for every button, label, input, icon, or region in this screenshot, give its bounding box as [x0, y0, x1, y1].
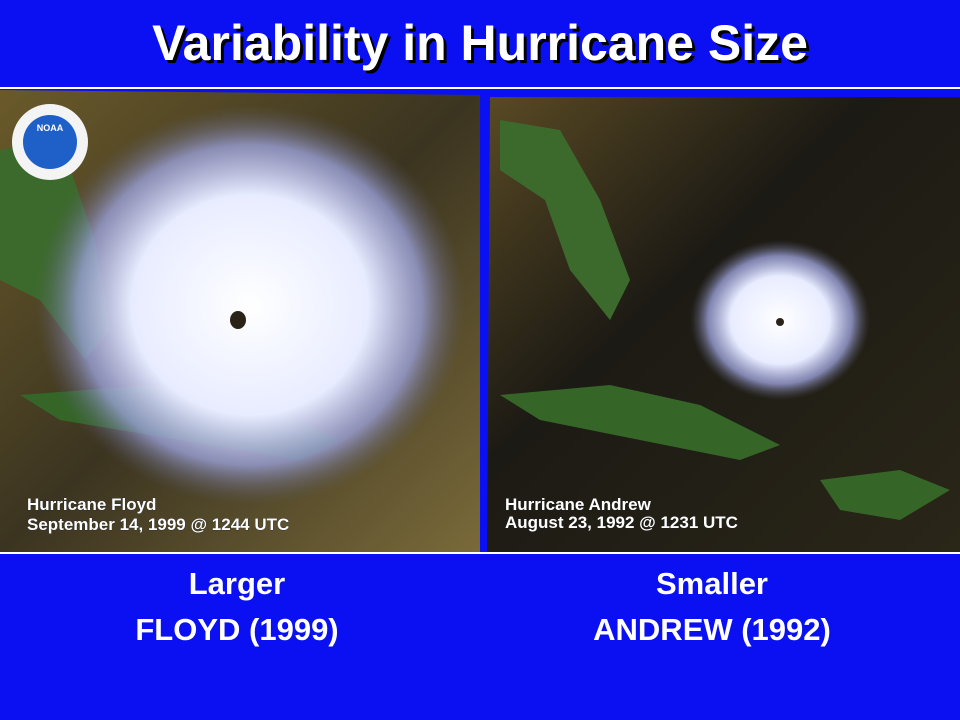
- image-caption: Hurricane Floyd: [27, 495, 156, 514]
- image-caption: August 23, 1992 @ 1231 UTC: [505, 513, 738, 532]
- panel-label: FLOYD (1999): [135, 612, 338, 647]
- panel-label: Larger: [189, 566, 285, 601]
- floyd-image: NOAA Hurricane Floyd September 14, 1999 …: [0, 90, 480, 552]
- image-caption: Hurricane Andrew: [505, 495, 652, 514]
- image-caption: September 14, 1999 @ 1244 UTC: [27, 515, 289, 534]
- andrew-image: Hurricane Andrew August 23, 1992 @ 1231 …: [487, 97, 960, 552]
- logo-text: NOAA: [37, 123, 64, 133]
- title: Variability in Hurricane Size: [152, 15, 808, 71]
- panel-label: ANDREW (1992): [593, 612, 831, 647]
- title-shadow: Variability in Hurricane Size: [155, 18, 811, 74]
- panel-label: Smaller: [656, 566, 768, 601]
